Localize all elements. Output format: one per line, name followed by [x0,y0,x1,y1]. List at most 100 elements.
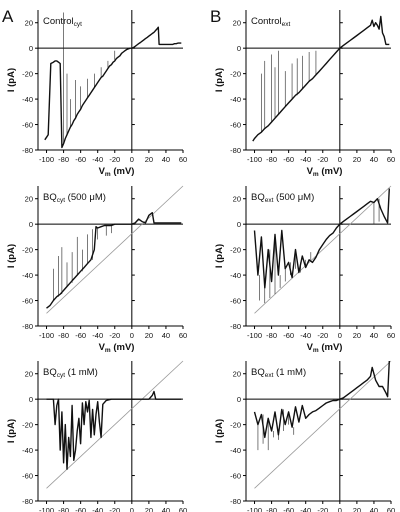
y-axis-label: I (pA) [214,68,225,92]
x-tick-label: -20 [317,506,328,512]
x-tick-label: 20 [145,155,153,164]
x-tick-label: 20 [145,331,153,340]
current-trace-1 [253,360,390,439]
x-axis-label: Vm (mV) [307,342,343,354]
title-main: BQ [251,192,265,203]
y-tick-label: -40 [230,95,241,104]
x-tick-label: -100 [39,155,54,164]
x-tick-label: -20 [109,155,120,164]
x-label-main: V [307,342,314,353]
current-trace-1 [252,15,390,142]
y-tick-label: -40 [230,446,241,455]
x-tick-label: -80 [58,506,69,512]
y-tick-label: 0 [29,395,33,404]
y-tick-label: 20 [233,195,241,204]
title-main: BQ [43,192,57,203]
y-axis-label: I (pA) [214,419,225,443]
x-tick-label: 40 [370,155,378,164]
y-tick-label: 0 [29,220,33,229]
y-tick-label: -80 [22,146,33,155]
title-suffix: (500 μM) [65,192,106,203]
x-label-sub: m [313,347,319,354]
x-axis-label: Vm (mV) [307,166,343,178]
x-tick-label: 0 [338,506,342,512]
x-tick-label: -80 [266,155,277,164]
x-tick-label: -20 [109,506,120,512]
x-tick-label: 0 [130,331,134,340]
x-tick-label: 60 [179,331,187,340]
y-tick-label: -60 [230,121,241,130]
x-axis-label: Vm (mV) [99,342,135,354]
x-label-unit: (mV) [319,342,343,353]
x-tick-label: 60 [179,155,187,164]
panel-title: BQcyt (500 μM) [43,192,106,204]
x-label-sub: m [313,171,319,178]
panel-title: BQext (500 μM) [251,192,314,204]
title-sub: cyt [57,372,66,379]
reference-line [254,360,392,489]
reference-line [46,185,184,314]
y-tick-label: -80 [22,322,33,331]
panel-title: Controlext [251,16,290,28]
x-tick-label: -60 [283,506,294,512]
y-tick-label: 0 [29,44,33,53]
y-axis-label: I (pA) [6,244,17,268]
title-main: BQ [43,367,57,378]
title-sub: ext [265,197,274,204]
x-label-sub: m [105,171,111,178]
x-tick-label: -20 [109,331,120,340]
title-suffix: (1 mM) [273,367,306,378]
x-tick-label: -80 [266,506,277,512]
y-tick-label: -40 [230,271,241,280]
chart-panel-4: -80 -60 -40 -20 0 20 -100 -80 -60 -40 -20 0 20 40 60 BQ… [214,185,395,354]
chart-panel-3: -80 -60 -40 -20 0 20 -100 -80 -60 -40 -20 0 20 40 60 BQ… [6,185,187,354]
title-sub: ext [282,21,291,28]
x-tick-label: 60 [387,506,395,512]
x-label-sub: m [105,347,111,354]
current-trace-1 [46,390,182,470]
x-tick-label: 40 [162,155,170,164]
y-tick-label: 0 [237,44,241,53]
x-tick-label: -60 [283,331,294,340]
chart-panel-5: -80 -60 -40 -20 0 20 -100 -80 -60 -40 -20 0 20 40 60 BQ… [6,360,187,512]
reference-line [254,185,392,314]
x-label-main: V [99,166,106,177]
panel-title: Controlcyt [43,16,82,28]
y-tick-label: 0 [237,220,241,229]
x-label-main: V [307,166,314,177]
x-tick-label: -40 [300,331,311,340]
y-tick-label: -40 [22,271,33,280]
x-tick-label: -100 [39,506,54,512]
y-tick-label: -20 [230,246,241,255]
x-tick-label: -100 [247,155,262,164]
x-tick-label: -60 [75,331,86,340]
y-tick-label: -40 [22,95,33,104]
panel-letter: B [210,7,221,26]
y-axis-label: I (pA) [214,244,225,268]
y-tick-label: 20 [25,195,33,204]
current-trace-1 [253,188,390,289]
x-label-main: V [99,342,106,353]
title-sub: cyt [74,21,83,28]
y-tick-label: -80 [230,146,241,155]
x-tick-label: -20 [317,155,328,164]
y-tick-label: -20 [230,70,241,79]
x-tick-label: -60 [75,506,86,512]
x-tick-label: 60 [387,155,395,164]
title-main: Control [251,16,282,27]
x-tick-label: -40 [92,506,103,512]
x-label-unit: (mV) [111,342,135,353]
x-tick-label: -40 [92,331,103,340]
x-tick-label: -100 [39,331,54,340]
x-tick-label: 0 [130,155,134,164]
panel-letter: A [2,7,14,26]
x-tick-label: 60 [387,331,395,340]
x-tick-label: 0 [338,331,342,340]
x-tick-label: -100 [247,506,262,512]
y-tick-label: -60 [230,472,241,481]
y-tick-label: 20 [25,19,33,28]
x-tick-label: 20 [353,506,361,512]
y-axis-label: I (pA) [6,68,17,92]
chart-panel-1: A -80 -60 -40 -20 0 20 -100 -80 -60 -40 -20 0 20 40 60 C… [2,7,187,178]
